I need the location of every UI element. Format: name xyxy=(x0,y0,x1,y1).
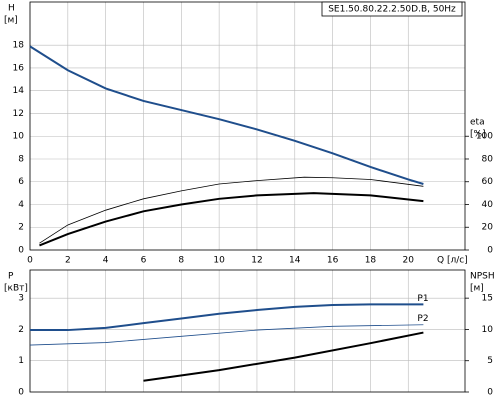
y2-tick-label: 0 xyxy=(487,388,493,398)
y2-tick-label: 5 xyxy=(487,356,493,366)
y-tick-label: 18 xyxy=(13,41,25,51)
y-tick-label: 16 xyxy=(13,63,25,73)
y-tick-label: 0 xyxy=(18,388,24,398)
x-tick-label: 10 xyxy=(213,256,225,266)
y-tick-label: 10 xyxy=(13,132,25,142)
y2-tick-label: 40 xyxy=(482,200,494,210)
x-tick-label: 18 xyxy=(365,256,377,266)
y-axis-unit: [кВт] xyxy=(4,284,28,294)
curve xyxy=(39,176,424,244)
y2-tick-label: 100 xyxy=(476,132,493,142)
y-axis-label: P xyxy=(8,272,14,282)
y2-axis-unit: [%] xyxy=(470,130,486,140)
x-tick-label: 12 xyxy=(251,256,262,266)
x-tick-label: 20 xyxy=(403,256,415,266)
y2-tick-label: 10 xyxy=(482,325,494,335)
title-box xyxy=(321,1,463,17)
curve xyxy=(143,331,424,382)
series-label: P2 xyxy=(417,314,428,324)
y-tick-label: 6 xyxy=(18,177,24,187)
x-tick-label: 4 xyxy=(103,256,109,266)
curve xyxy=(30,303,424,332)
y2-axis-label: eta xyxy=(470,118,485,128)
y-tick-label: 8 xyxy=(18,154,24,164)
y-tick-label: 2 xyxy=(18,325,24,335)
curve xyxy=(29,45,424,185)
y2-axis-label: NPSH xyxy=(470,272,495,282)
y2-tick-label: 0 xyxy=(487,246,493,256)
x-tick-label: 2 xyxy=(65,256,71,266)
x-tick-label: 6 xyxy=(141,256,147,266)
y-tick-label: 4 xyxy=(18,200,24,210)
y2-tick-label: 20 xyxy=(482,223,494,233)
curve xyxy=(29,324,424,346)
x-tick-label: 0 xyxy=(27,256,33,266)
y2-tick-label: 15 xyxy=(482,294,493,304)
y-tick-label: 14 xyxy=(13,86,25,96)
y-tick-label: 1 xyxy=(18,356,24,366)
x-tick-label: 16 xyxy=(327,256,339,266)
y-tick-label: 2 xyxy=(18,223,24,233)
y-axis-unit: [м] xyxy=(4,16,18,26)
y-tick-label: 3 xyxy=(18,294,24,304)
x-axis-label: Q [л/с] xyxy=(437,256,468,266)
y-tick-label: 12 xyxy=(13,109,24,119)
y-tick-label: 0 xyxy=(18,246,24,256)
y2-axis-unit: [м] xyxy=(470,284,484,294)
y2-tick-label: 80 xyxy=(482,154,494,164)
x-tick-label: 14 xyxy=(289,256,301,266)
curve xyxy=(39,192,424,247)
plot-frame xyxy=(29,1,466,251)
y-axis-label: H xyxy=(8,4,15,14)
series-label: P1 xyxy=(417,294,428,304)
y2-tick-label: 60 xyxy=(482,177,494,187)
chart-title: SE1.50.80.22.2.50D.B, 50Hz xyxy=(328,5,456,15)
x-tick-label: 8 xyxy=(178,256,184,266)
